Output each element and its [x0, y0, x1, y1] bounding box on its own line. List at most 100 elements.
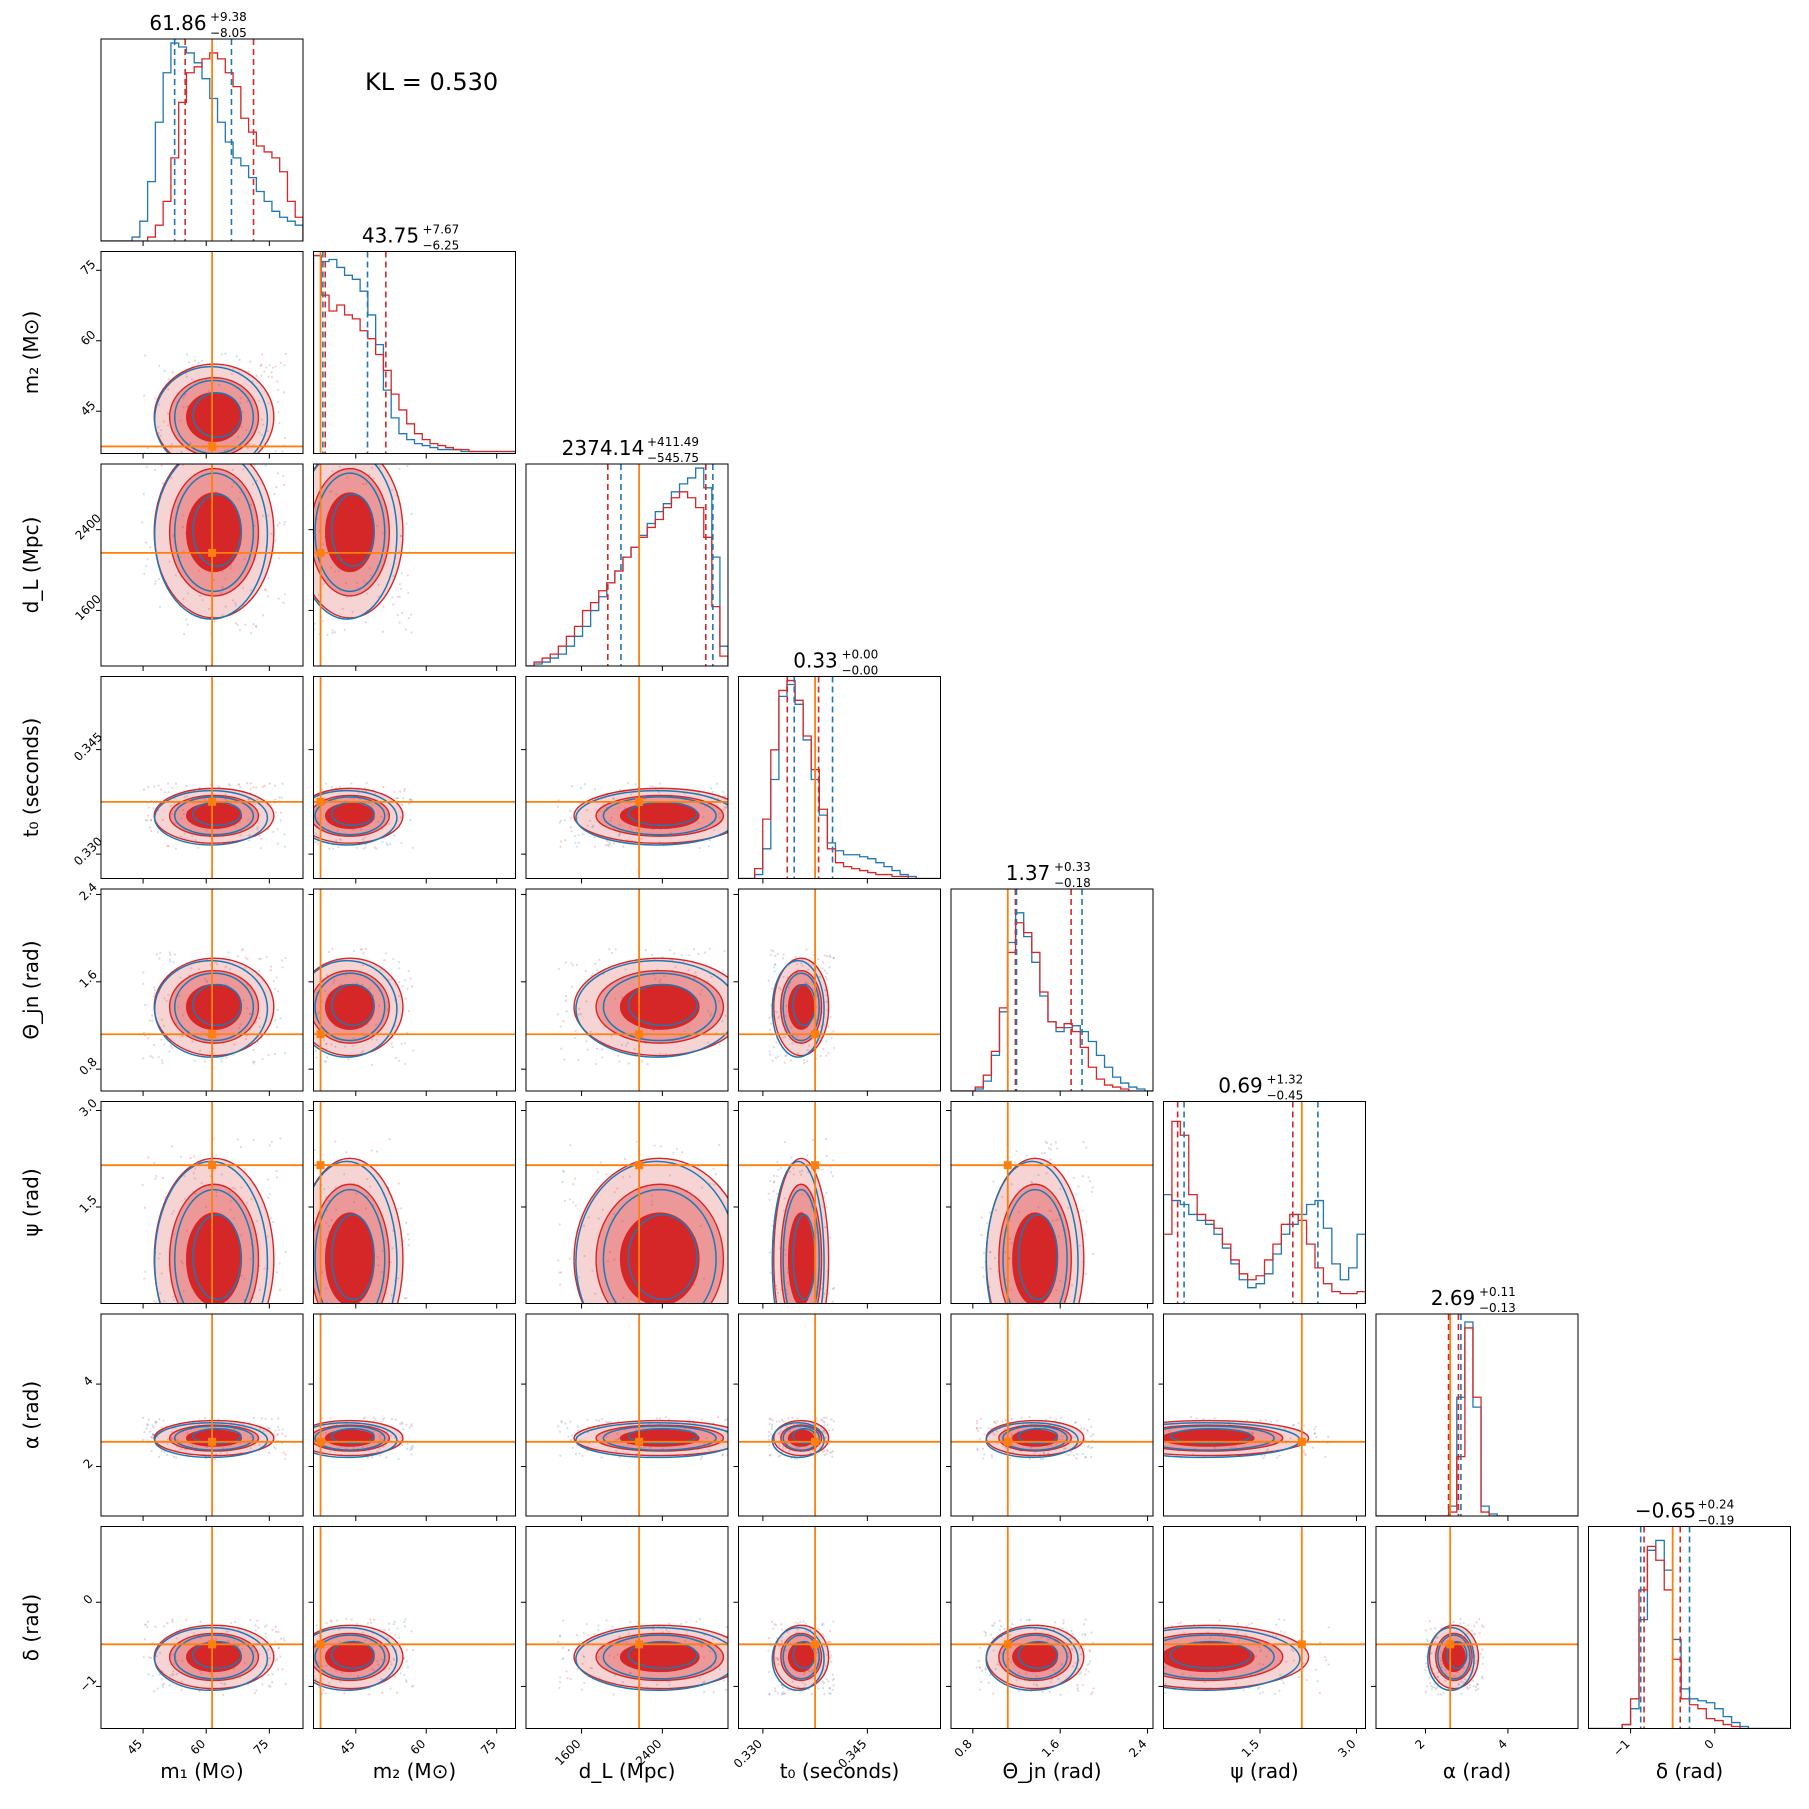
- x-tick-label-m1: 60: [188, 1737, 209, 1758]
- truth-marker: [1297, 1640, 1306, 1649]
- y-tick-label-dL: 2400: [72, 511, 103, 542]
- y-tick-label-theta: 1.6: [76, 967, 99, 990]
- histogram-blue-dL: [526, 467, 728, 666]
- y-tick-label-delta: −1: [77, 1672, 99, 1694]
- x-tick-label-psi: 1.5: [1239, 1737, 1262, 1760]
- x-tick-label-delta: 0: [1702, 1737, 1717, 1752]
- y-axis-label-dL: d_L (Mpc): [19, 517, 43, 614]
- truth-marker: [208, 548, 217, 557]
- panel-dL-dL: [525, 463, 729, 671]
- panel-delta-t0: [733, 1526, 941, 1734]
- x-tick-label-m2: 75: [478, 1737, 499, 1758]
- histogram-red-m1: [101, 52, 303, 241]
- histogram-red-alpha: [1376, 1327, 1578, 1516]
- panel-psi-t0: [733, 1101, 941, 1309]
- x-tick-label-theta: 2.4: [1126, 1737, 1149, 1760]
- histogram-red-m2: [313, 254, 516, 454]
- x-axis-label-alpha: α (rad): [1443, 1759, 1511, 1783]
- panel-psi-psi: [1163, 1101, 1366, 1309]
- title-plus-psi: +1.32: [1267, 1073, 1304, 1087]
- panel-alpha-theta: [946, 1313, 1154, 1521]
- x-axis-label-dL: d_L (Mpc): [579, 1759, 676, 1783]
- title-plus-dL: +411.49: [647, 435, 699, 449]
- y-tick-label-m2: 60: [78, 328, 99, 349]
- y-axis-label-m2: m₂ (M⊙): [19, 311, 43, 394]
- x-axis-label-t0: t₀ (seconds): [780, 1759, 900, 1783]
- panel-m2-m2: [313, 251, 516, 459]
- histogram-blue-alpha: [1376, 1321, 1578, 1516]
- panel-delta-theta: [946, 1526, 1154, 1734]
- truth-marker: [208, 797, 217, 806]
- title-minus-t0: −0.00: [842, 664, 879, 678]
- marginal-title-psi: 0.69: [1218, 1074, 1263, 1098]
- histogram-blue-t0: [738, 683, 941, 879]
- truth-marker: [316, 797, 325, 806]
- title-minus-theta: −0.18: [1054, 876, 1091, 890]
- panel-theta-dL: [521, 888, 729, 1096]
- panel-alpha-m1: [96, 1313, 304, 1521]
- x-tick-label-m2: 45: [337, 1737, 358, 1758]
- histogram-blue-m1: [101, 42, 303, 241]
- panel-theta-t0: [733, 888, 941, 1096]
- panel-delta-dL: [521, 1526, 729, 1734]
- truth-marker: [316, 1437, 325, 1446]
- marginal-title-m1: 61.86: [149, 11, 206, 35]
- marginal-title-theta: 1.37: [1006, 861, 1051, 885]
- truth-marker: [1003, 1161, 1012, 1170]
- panel-t0-m1: [96, 676, 304, 884]
- panel-theta-m1: [96, 888, 304, 1096]
- y-tick-label-m2: 75: [78, 257, 99, 278]
- panel-dL-m2: [308, 463, 516, 671]
- x-tick-label-psi: 3.0: [1335, 1737, 1358, 1760]
- panel-alpha-alpha: [1375, 1313, 1579, 1521]
- histogram-red-psi: [1163, 1120, 1366, 1304]
- title-minus-m2: −6.25: [423, 239, 460, 253]
- y-tick-label-theta: 2.4: [76, 880, 99, 903]
- y-axis-label-theta: Θ_jn (rad): [19, 940, 43, 1039]
- y-tick-label-dL: 1600: [72, 592, 103, 623]
- x-tick-label-delta: −1: [1610, 1737, 1632, 1759]
- histogram-blue-m2: [313, 254, 516, 454]
- histogram-blue-psi: [1163, 1193, 1366, 1304]
- histogram-red-delta: [1588, 1545, 1791, 1729]
- title-minus-alpha: −0.13: [1479, 1301, 1516, 1315]
- panel-m2-m1: [96, 251, 304, 459]
- x-axis-label-m1: m₁ (M⊙): [160, 1759, 243, 1783]
- x-axis-label-psi: ψ (rad): [1230, 1759, 1298, 1783]
- panel-alpha-psi: [1158, 1313, 1366, 1521]
- y-tick-label-alpha: 2: [81, 1456, 96, 1471]
- title-minus-psi: −0.45: [1267, 1089, 1304, 1103]
- panel-psi-theta: [946, 1101, 1154, 1309]
- marginal-title-delta: −0.65: [1635, 1499, 1696, 1523]
- panel-t0-m2: [308, 676, 516, 884]
- marginal-title-alpha: 2.69: [1431, 1286, 1476, 1310]
- y-tick-label-alpha: 4: [81, 1374, 96, 1389]
- histogram-red-dL: [526, 491, 728, 666]
- y-axis-label-alpha: α (rad): [19, 1381, 43, 1449]
- panel-t0-dL: [521, 676, 729, 884]
- truth-marker: [635, 797, 644, 806]
- truth-marker: [635, 1161, 644, 1170]
- y-axis-label-t0: t₀ (seconds): [19, 718, 43, 838]
- truth-marker: [811, 1437, 820, 1446]
- panel-delta-alpha: [1371, 1526, 1579, 1734]
- x-axis-label-delta: δ (rad): [1656, 1759, 1723, 1783]
- histogram-red-theta: [951, 922, 1153, 1091]
- title-minus-delta: −0.19: [1698, 1514, 1735, 1528]
- title-plus-m1: +9.38: [210, 10, 247, 24]
- truth-marker: [208, 1161, 217, 1170]
- truth-marker: [316, 1640, 325, 1649]
- marginal-title-m2: 43.75: [362, 224, 419, 248]
- truth-marker: [635, 1437, 644, 1446]
- y-tick-label-t0: 0.345: [71, 730, 105, 764]
- x-tick-label-alpha: 4: [1495, 1737, 1510, 1752]
- panel-delta-psi: [1158, 1526, 1366, 1734]
- y-tick-label-m2: 45: [78, 398, 99, 419]
- y-tick-label-delta: 0: [81, 1592, 96, 1607]
- x-tick-label-alpha: 2: [1412, 1737, 1427, 1752]
- title-plus-theta: +0.33: [1054, 860, 1091, 874]
- panel-t0-t0: [738, 676, 941, 884]
- truth-marker: [1297, 1437, 1306, 1446]
- x-tick-label-theta: 1.6: [1039, 1737, 1062, 1760]
